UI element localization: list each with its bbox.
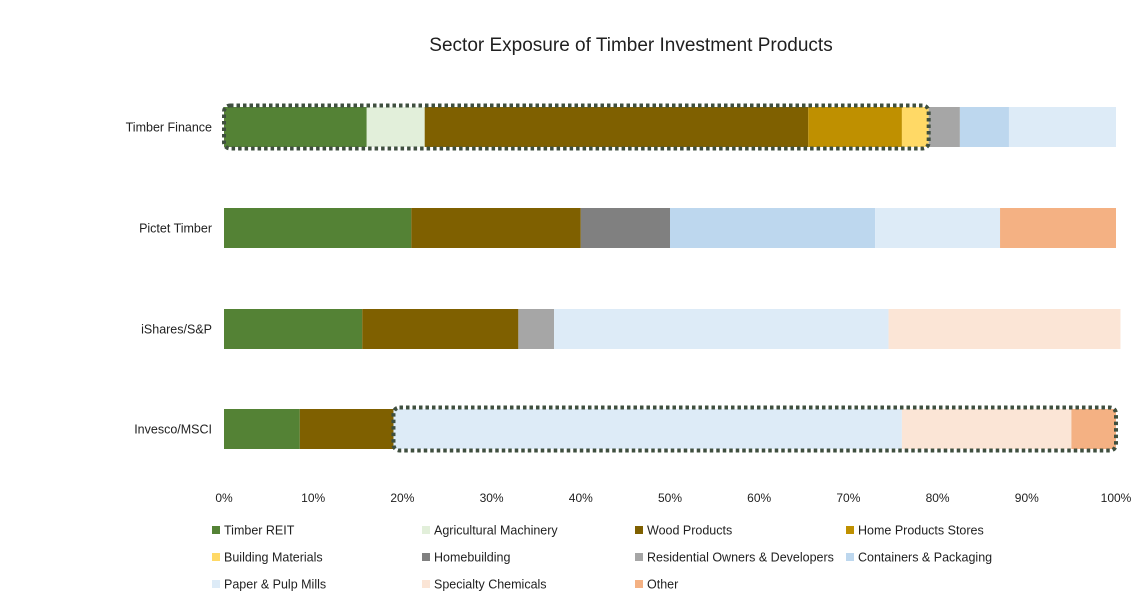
x-tick-label: 30% <box>480 491 504 505</box>
bar-segment-pictet-timber-timber-reit <box>224 208 412 248</box>
bar-segment-timber-finance-agricultural-machinery <box>366 107 425 147</box>
bar-segment-timber-finance-wood-products <box>424 107 809 147</box>
legend-label: Homebuilding <box>434 551 510 565</box>
bar-segment-ishares-sandp-residential-owners-and-developers <box>518 309 555 349</box>
bar-row-ishares-sandp <box>224 309 1121 349</box>
legend-swatch <box>635 580 643 588</box>
legend-swatch <box>422 526 430 534</box>
bar-row-invesco-msci <box>224 409 1116 449</box>
x-tick-label: 40% <box>569 491 593 505</box>
bar-segment-pictet-timber-paper-and-pulp-mills <box>875 208 1001 248</box>
x-tick-label: 70% <box>836 491 860 505</box>
bar-row-pictet-timber <box>224 208 1116 248</box>
legend-item-homebuilding: Homebuilding <box>422 551 510 565</box>
legend-label: Residential Owners & Developers <box>647 551 834 565</box>
category-label: iShares/S&P <box>141 323 212 337</box>
legend-label: Paper & Pulp Mills <box>224 578 326 592</box>
highlight-box-timber-finance <box>222 103 931 151</box>
x-tick-label: 80% <box>926 491 950 505</box>
legend-label: Containers & Packaging <box>858 551 992 565</box>
x-tick-label: 0% <box>215 491 233 505</box>
x-tick-label: 90% <box>1015 491 1039 505</box>
x-tick-label: 50% <box>658 491 682 505</box>
legend-swatch <box>212 553 220 561</box>
legend-item-containers-and-packaging: Containers & Packaging <box>846 551 992 565</box>
bar-segment-invesco-msci-paper-and-pulp-mills <box>393 409 902 449</box>
bar-segment-pictet-timber-other <box>1000 208 1116 248</box>
legend-item-wood-products: Wood Products <box>635 524 732 538</box>
x-tick-label: 20% <box>390 491 414 505</box>
bar-segment-invesco-msci-specialty-chemicals <box>901 409 1072 449</box>
bar-row-timber-finance <box>224 107 1116 147</box>
chart-title: Sector Exposure of Timber Investment Pro… <box>429 35 832 56</box>
legend-label: Building Materials <box>224 551 323 565</box>
legend-swatch <box>212 580 220 588</box>
legend-swatch <box>846 526 854 534</box>
category-label: Invesco/MSCI <box>134 423 212 437</box>
legend-swatch <box>846 553 854 561</box>
category-axis: Timber Finance Pictet Timber iShares/S&P In… <box>126 121 212 437</box>
bar-segment-invesco-msci-wood-products <box>299 409 394 449</box>
legend-item-paper-and-pulp-mills: Paper & Pulp Mills <box>212 578 326 592</box>
legend-swatch <box>422 580 430 588</box>
bar-segment-ishares-sandp-paper-and-pulp-mills <box>554 309 889 349</box>
legend-item-building-materials: Building Materials <box>212 551 323 565</box>
bar-segment-timber-finance-paper-and-pulp-mills <box>1008 107 1116 147</box>
bar-segment-ishares-sandp-wood-products <box>362 309 519 349</box>
plot-area <box>224 107 1121 449</box>
legend-item-other: Other <box>635 578 678 592</box>
legend-label: Specialty Chemicals <box>434 578 547 592</box>
legend-label: Home Products Stores <box>858 524 984 538</box>
legend-item-residential-owners-and-developers: Residential Owners & Developers <box>635 551 834 565</box>
bar-segment-pictet-timber-containers-and-packaging <box>670 208 876 248</box>
bar-segment-pictet-timber-wood-products <box>411 208 581 248</box>
legend-item-agricultural-machinery: Agricultural Machinery <box>422 524 558 538</box>
legend-item-home-products-stores: Home Products Stores <box>846 524 984 538</box>
bar-segment-timber-finance-home-products-stores <box>808 107 902 147</box>
value-axis: 0% 10% 20% 30% 40% 50% 60% 70% 80% 90% 100% <box>215 491 1131 505</box>
bar-segment-pictet-timber-homebuilding <box>580 208 670 248</box>
legend-swatch <box>635 526 643 534</box>
bar-segment-ishares-sandp-timber-reit <box>224 309 363 349</box>
legend-swatch <box>212 526 220 534</box>
legend-swatch <box>635 553 643 561</box>
legend-label: Other <box>647 578 678 592</box>
legend-label: Timber REIT <box>224 524 295 538</box>
highlight-boxes <box>222 103 1119 453</box>
bar-segment-invesco-msci-timber-reit <box>224 409 300 449</box>
bar-segment-timber-finance-building-materials <box>901 107 929 147</box>
legend-item-timber-reit: Timber REIT <box>212 524 295 538</box>
category-label: Pictet Timber <box>139 222 212 236</box>
legend: Timber REIT Agricultural Machinery Wood Pr… <box>212 524 992 592</box>
bar-segment-ishares-sandp-specialty-chemicals <box>888 309 1121 349</box>
legend-swatch <box>422 553 430 561</box>
bar-segment-timber-finance-containers-and-packaging <box>959 107 1009 147</box>
highlight-box-invesco-msci <box>391 405 1119 453</box>
x-tick-label: 10% <box>301 491 325 505</box>
legend-item-specialty-chemicals: Specialty Chemicals <box>422 578 547 592</box>
bar-segment-timber-finance-residential-owners-and-developers <box>928 107 960 147</box>
legend-label: Wood Products <box>647 524 732 538</box>
x-tick-label: 100% <box>1101 491 1132 505</box>
x-tick-label: 60% <box>747 491 771 505</box>
bar-segment-timber-finance-timber-reit <box>224 107 367 147</box>
bar-segment-invesco-msci-other <box>1071 409 1116 449</box>
category-label: Timber Finance <box>126 121 212 135</box>
legend-label: Agricultural Machinery <box>434 524 558 538</box>
